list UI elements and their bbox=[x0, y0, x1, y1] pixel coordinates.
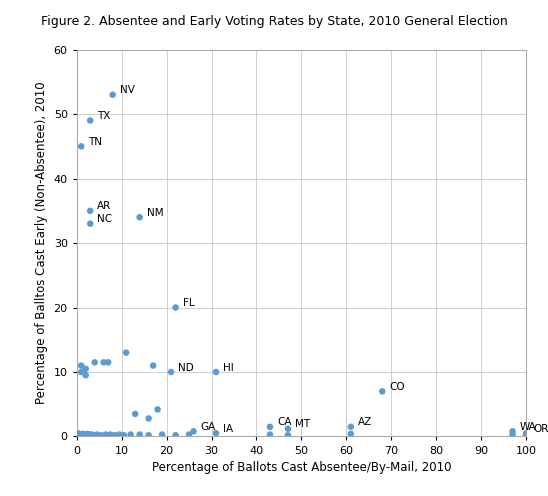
Point bbox=[185, 431, 193, 438]
Point bbox=[508, 428, 517, 435]
Point bbox=[283, 425, 292, 433]
Point bbox=[111, 431, 119, 439]
Text: GA: GA bbox=[201, 422, 216, 432]
Text: ND: ND bbox=[178, 363, 194, 372]
Point bbox=[78, 430, 87, 438]
Point bbox=[73, 429, 82, 437]
Point bbox=[81, 365, 90, 373]
Point bbox=[266, 431, 275, 438]
Point bbox=[522, 431, 530, 439]
Point bbox=[99, 358, 108, 366]
Point bbox=[212, 429, 220, 437]
Point bbox=[131, 410, 140, 418]
Point bbox=[81, 431, 89, 438]
Text: CO: CO bbox=[389, 382, 405, 392]
Point bbox=[126, 431, 135, 438]
Point bbox=[346, 423, 355, 431]
Point bbox=[167, 368, 175, 376]
Point bbox=[144, 415, 153, 423]
Text: Figure 2. Absentee and Early Voting Rates by State, 2010 General Election: Figure 2. Absentee and Early Voting Rate… bbox=[41, 15, 507, 28]
Text: AR: AR bbox=[97, 201, 111, 211]
Point bbox=[212, 368, 220, 376]
Point bbox=[158, 431, 167, 438]
Point bbox=[86, 207, 95, 215]
Text: OR: OR bbox=[533, 424, 548, 434]
Point bbox=[77, 368, 85, 376]
Text: AZ: AZ bbox=[358, 418, 372, 428]
Point bbox=[77, 362, 85, 370]
Point bbox=[76, 431, 85, 438]
Point bbox=[522, 429, 530, 437]
Y-axis label: Percentage of Balltos Cast Early (Non-Absentee), 2010: Percentage of Balltos Cast Early (Non-Ab… bbox=[35, 82, 48, 404]
Point bbox=[135, 213, 144, 221]
Point bbox=[144, 431, 153, 439]
Point bbox=[122, 349, 130, 357]
Text: WA: WA bbox=[520, 422, 536, 432]
Text: HI: HI bbox=[223, 363, 233, 372]
Point bbox=[346, 430, 355, 438]
Point bbox=[89, 431, 98, 439]
Point bbox=[189, 428, 198, 435]
Point bbox=[171, 304, 180, 311]
Text: NM: NM bbox=[146, 208, 163, 218]
Point bbox=[119, 431, 128, 439]
Point bbox=[104, 358, 112, 366]
Point bbox=[283, 431, 292, 439]
Point bbox=[97, 431, 106, 439]
Point bbox=[83, 430, 92, 438]
Text: MT: MT bbox=[295, 419, 310, 430]
Point bbox=[149, 362, 157, 370]
X-axis label: Percentage of Ballots Cast Absentee/By-Mail, 2010: Percentage of Ballots Cast Absentee/By-M… bbox=[152, 461, 451, 474]
Point bbox=[87, 431, 96, 438]
Point bbox=[266, 423, 275, 431]
Point bbox=[86, 220, 95, 228]
Text: CA: CA bbox=[277, 418, 292, 428]
Point bbox=[86, 117, 95, 124]
Text: IA: IA bbox=[223, 424, 233, 434]
Point bbox=[93, 431, 101, 438]
Point bbox=[171, 431, 180, 439]
Point bbox=[90, 358, 99, 366]
Text: FL: FL bbox=[182, 298, 194, 308]
Point bbox=[109, 91, 117, 99]
Point bbox=[378, 387, 387, 395]
Point bbox=[153, 405, 162, 413]
Text: TX: TX bbox=[97, 111, 111, 121]
Text: NV: NV bbox=[119, 85, 134, 95]
Point bbox=[85, 431, 94, 438]
Point bbox=[135, 431, 144, 438]
Point bbox=[106, 431, 115, 438]
Point bbox=[81, 371, 90, 379]
Point bbox=[115, 431, 124, 438]
Text: NC: NC bbox=[97, 214, 112, 224]
Point bbox=[101, 431, 110, 438]
Point bbox=[508, 431, 517, 438]
Text: TN: TN bbox=[88, 137, 102, 147]
Point bbox=[77, 142, 85, 150]
